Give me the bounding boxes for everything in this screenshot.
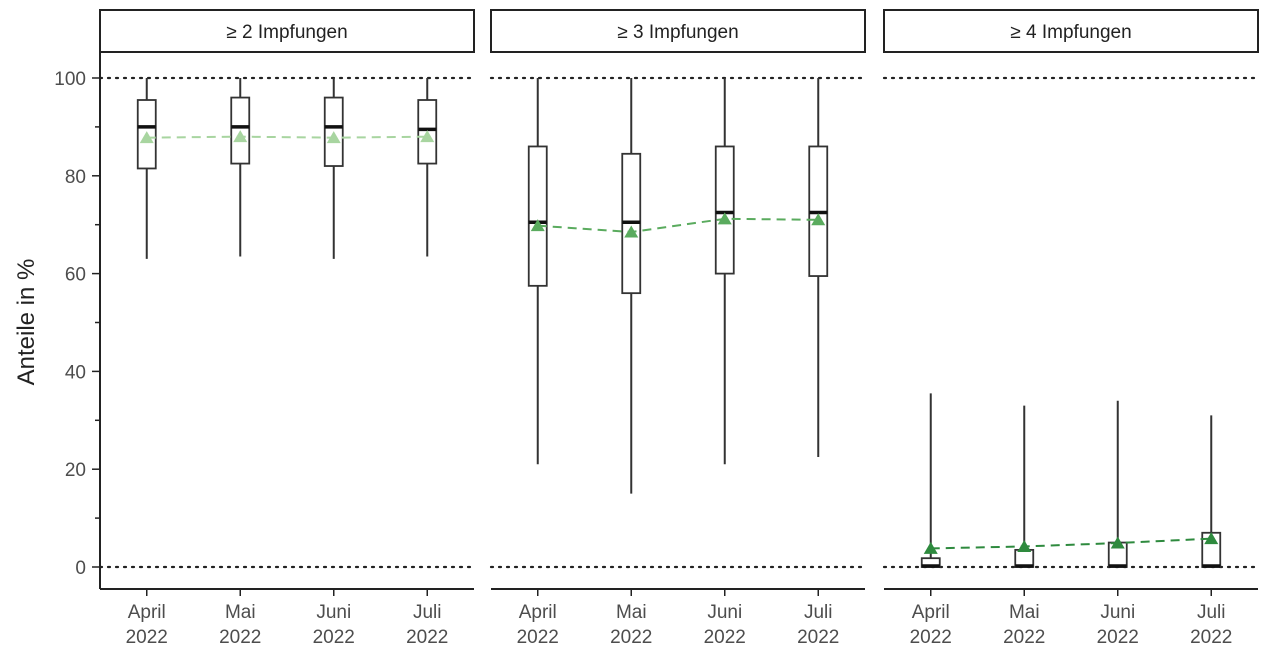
y-tick-label: 80	[65, 167, 86, 188]
mean-marker	[1110, 536, 1125, 549]
x-tick-label-month: Juli	[1197, 602, 1226, 623]
y-tick-label: 60	[65, 265, 86, 286]
mean-marker	[923, 541, 938, 554]
x-tick-label-month: Juni	[707, 602, 742, 623]
y-tick-label: 20	[65, 460, 86, 481]
mean-marker	[1204, 532, 1219, 545]
x-tick-label-year: 2022	[126, 627, 168, 648]
y-tick-label: 0	[75, 558, 86, 579]
x-tick-label-year: 2022	[1097, 627, 1139, 648]
x-tick-label-month: Mai	[616, 602, 647, 623]
x-tick-label-month: April	[912, 602, 950, 623]
mean-line	[537, 217, 819, 234]
x-tick-label-month: April	[519, 602, 557, 623]
mean-line	[930, 537, 1212, 550]
x-tick-label-month: Juni	[316, 602, 351, 623]
x-tick-label-month: Mai	[225, 602, 256, 623]
x-tick-label-year: 2022	[797, 627, 839, 648]
y-tick-label: 40	[65, 362, 86, 383]
x-tick-label-year: 2022	[1003, 627, 1045, 648]
mean-marker	[1017, 539, 1032, 552]
facet-strip	[99, 9, 475, 53]
x-tick-label-month: Juli	[804, 602, 833, 623]
x-tick-label-month: Mai	[1009, 602, 1040, 623]
mean-marker	[420, 130, 435, 143]
facet-strip-label: ≥ 3 Impfungen	[617, 22, 738, 43]
mean-marker	[811, 213, 826, 226]
facet-strip	[883, 9, 1259, 53]
y-axis-label: Anteile in %	[13, 259, 40, 386]
x-tick-label-year: 2022	[610, 627, 652, 648]
x-tick-label-year: 2022	[313, 627, 355, 648]
facet-strip-label: ≥ 2 Impfungen	[226, 22, 347, 43]
mean-line	[146, 135, 428, 139]
x-tick-label-year: 2022	[1190, 627, 1232, 648]
box	[527, 145, 548, 287]
x-tick-label-month: Juni	[1100, 602, 1135, 623]
mean-marker	[326, 131, 341, 144]
mean-marker	[233, 130, 248, 143]
mean-marker	[530, 219, 545, 232]
x-tick-label-year: 2022	[517, 627, 559, 648]
facet-strip-label: ≥ 4 Impfungen	[1010, 22, 1131, 43]
x-tick-label-month: April	[128, 602, 166, 623]
x-tick-label-year: 2022	[219, 627, 261, 648]
x-tick-label-year: 2022	[910, 627, 952, 648]
box	[714, 145, 735, 275]
mean-marker	[717, 212, 732, 225]
y-tick-label: 100	[54, 69, 86, 90]
x-tick-label-month: Juli	[413, 602, 442, 623]
x-tick-label-year: 2022	[406, 627, 448, 648]
x-tick-label-year: 2022	[704, 627, 746, 648]
mean-marker	[624, 225, 639, 238]
mean-marker	[139, 131, 154, 144]
facet-strip	[490, 9, 866, 53]
